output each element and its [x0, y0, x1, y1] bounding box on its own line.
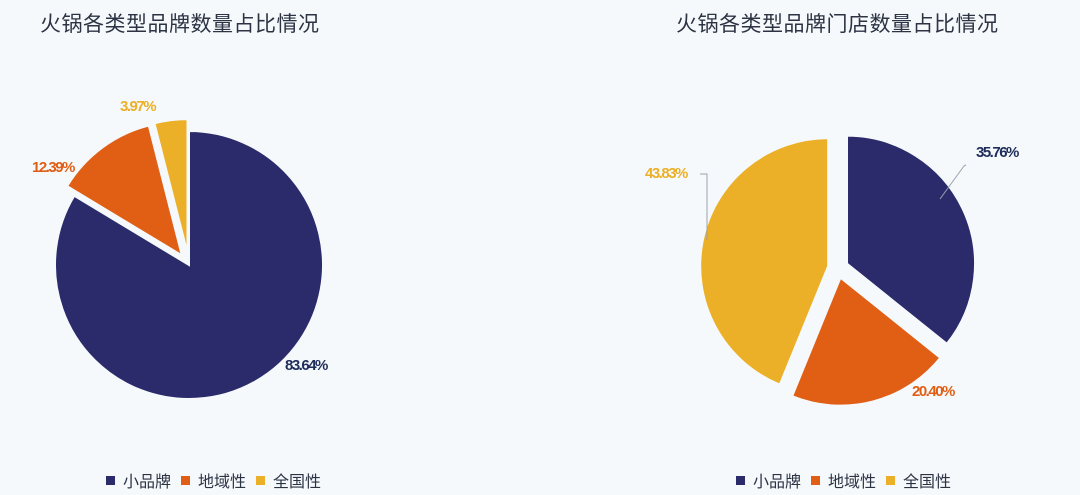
data-label-small-brand: 35.76%	[976, 144, 1019, 161]
legend-item-national: 全国性	[256, 468, 321, 492]
swatch-small-brand-icon	[106, 475, 115, 485]
legend-item-small-brand: 小品牌	[736, 468, 801, 492]
data-label-national: 43.83%	[645, 165, 688, 182]
swatch-national-icon	[256, 475, 266, 485]
slice-regional	[790, 276, 942, 407]
swatch-national-icon	[886, 475, 896, 485]
swatch-small-brand-icon	[736, 475, 745, 485]
legend-brand-count: 小品牌 地域性 全国性	[106, 468, 325, 492]
slice-national	[699, 137, 830, 386]
legend-item-national: 全国性	[886, 468, 951, 492]
data-label-small-brand: 83.64%	[285, 357, 328, 374]
slice-national	[153, 118, 189, 254]
slice-small-brand	[54, 129, 324, 400]
leader-line	[700, 173, 708, 240]
pie-brand-count: 83.64% 12.39% 3.97%	[32, 98, 330, 400]
slice-small-brand	[846, 134, 976, 346]
swatch-regional-icon	[811, 475, 821, 485]
leader-line	[939, 164, 967, 200]
legend-item-small-brand: 小品牌	[106, 468, 171, 492]
slice-regional	[65, 124, 184, 258]
data-label-regional: 12.39%	[32, 159, 75, 176]
data-label-national: 3.97%	[120, 98, 156, 115]
chart-title-brand-count: 火锅各类型品牌数量占比情况	[40, 12, 320, 36]
legend-item-regional: 地域性	[811, 468, 876, 492]
data-label-regional: 20.40%	[912, 383, 955, 400]
swatch-regional-icon	[181, 475, 191, 485]
legend-item-regional: 地域性	[181, 468, 246, 492]
chart-title-store-count: 火锅各类型品牌门店数量占比情况	[676, 12, 999, 36]
pie-store-count: 35.76% 20.40% 43.83%	[645, 134, 1021, 407]
legend-store-count: 小品牌 地域性 全国性	[736, 468, 955, 492]
